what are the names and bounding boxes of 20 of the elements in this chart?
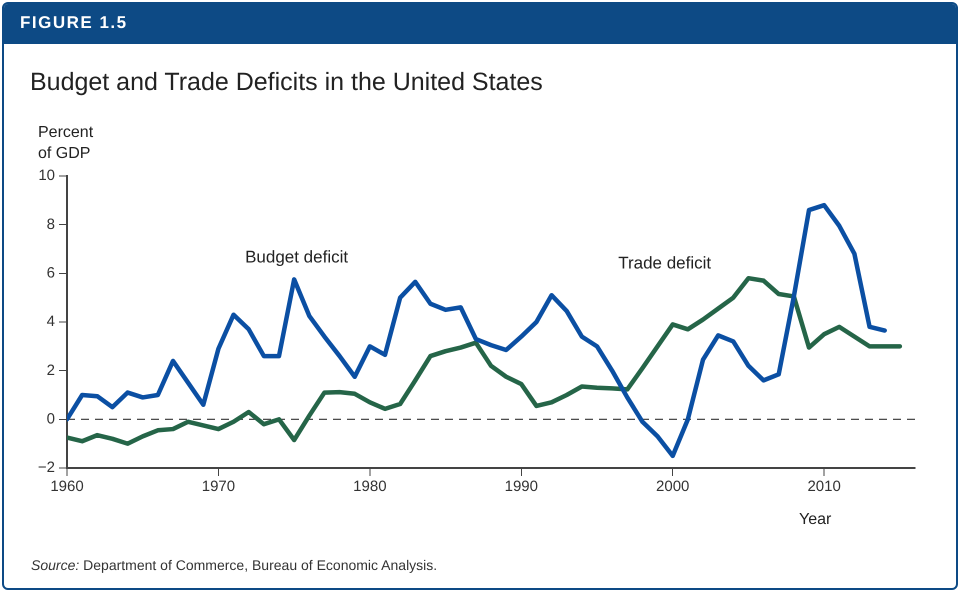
y-tick-label: 6	[46, 264, 55, 282]
x-tick-label: 1970	[202, 478, 236, 496]
y-tick-label: 4	[46, 313, 55, 330]
y-tick-label: −2	[38, 459, 55, 476]
y-tick-label: 10	[38, 167, 55, 184]
source-note: Source: Department of Commerce, Bureau of Economic Analysis.	[31, 557, 438, 573]
y-tick-label: 8	[46, 216, 55, 233]
series-label: Trade deficit	[618, 253, 712, 272]
x-tick-label: 2000	[656, 478, 690, 496]
y-tick-label: 0	[46, 410, 55, 428]
x-tick-label: 2010	[807, 478, 841, 496]
series-label: Budget deficit	[245, 247, 348, 266]
x-tick-label: 1990	[504, 478, 538, 496]
y-tick-label: 2	[46, 362, 55, 379]
chart-title: Budget and Trade Deficits in the United States	[30, 68, 543, 97]
x-axis-title: Year	[799, 511, 832, 529]
caption: FIGURE 1.5	[20, 13, 128, 33]
x-tick-label: 1980	[353, 478, 387, 496]
y-axis-title: Percent of GDP	[38, 123, 94, 164]
x-tick-label: 1960	[50, 478, 84, 496]
